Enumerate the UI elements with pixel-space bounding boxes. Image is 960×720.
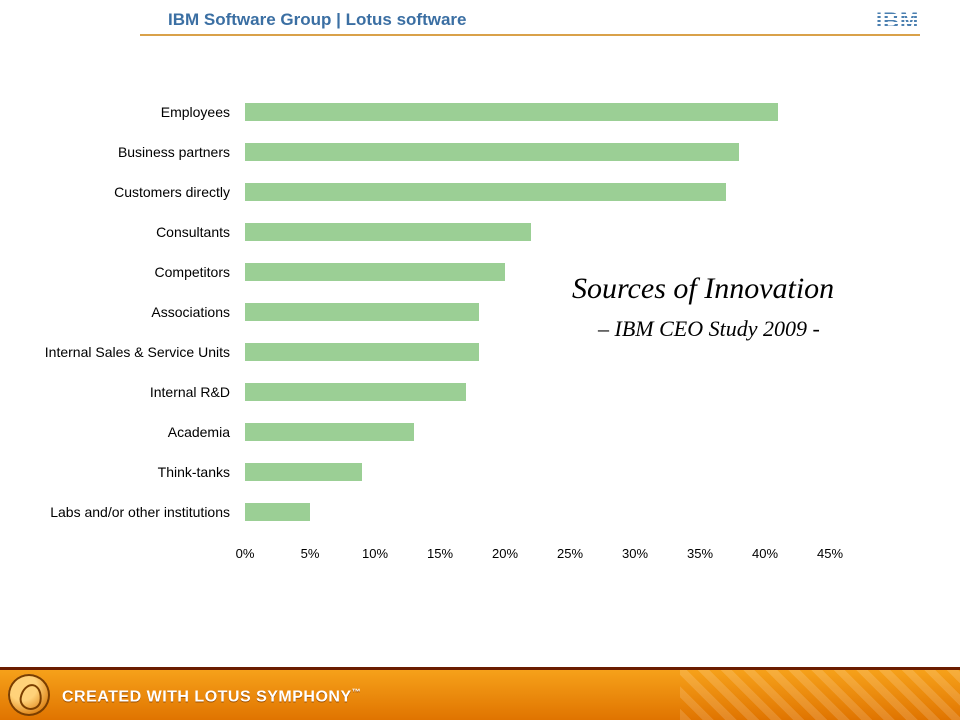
header: IBM Software Group | Lotus software IBM [0,0,960,40]
bar [245,263,505,281]
chart-annotation-subtitle: – IBM CEO Study 2009 - [598,316,820,342]
bar [245,143,739,161]
x-tick: 35% [687,546,713,561]
bar-label: Customers directly [30,180,230,204]
bar-row: Labs and/or other institutions [60,500,900,524]
x-tick: 25% [557,546,583,561]
bar-label: Think-tanks [30,460,230,484]
bar [245,103,778,121]
slide-root: IBM Software Group | Lotus software IBM … [0,0,960,720]
chart-annotation-title: Sources of Innovation [572,272,834,306]
footer-roundel-icon [8,674,50,716]
bar-label: Associations [30,300,230,324]
bar [245,303,479,321]
bar [245,183,726,201]
x-axis: 0%5%10%15%20%25%30%35%40%45% [245,546,870,566]
bar-row: Business partners [60,140,900,164]
x-tick: 20% [492,546,518,561]
x-tick: 0% [236,546,255,561]
x-tick: 5% [301,546,320,561]
footer-tm: ™ [352,687,362,697]
bar-label: Academia [30,420,230,444]
bar-row: Employees [60,100,900,124]
bar [245,463,362,481]
x-tick: 15% [427,546,453,561]
footer-text-prefix: CREATED WITH [62,688,194,705]
footer-pattern-icon [680,670,960,720]
bar [245,343,479,361]
bar-label: Internal Sales & Service Units [30,340,230,364]
bar-label: Business partners [30,140,230,164]
bar-label: Employees [30,100,230,124]
bar-row: Think-tanks [60,460,900,484]
bar [245,383,466,401]
bar-row: Consultants [60,220,900,244]
bar [245,223,531,241]
header-underline [140,34,920,36]
bar-row: Academia [60,420,900,444]
footer: CREATED WITH LOTUS SYMPHONY™ [0,670,960,720]
bar-label: Internal R&D [30,380,230,404]
x-tick: 40% [752,546,778,561]
bar-label: Competitors [30,260,230,284]
x-tick: 10% [362,546,388,561]
bar [245,503,310,521]
ibm-logo-icon: IBM [876,8,940,32]
footer-text: CREATED WITH LOTUS SYMPHONY™ [62,687,361,706]
x-tick: 30% [622,546,648,561]
x-tick: 45% [817,546,843,561]
bar-row: Customers directly [60,180,900,204]
bar-label: Labs and/or other institutions [30,500,230,524]
bar-row: Internal Sales & Service Units [60,340,900,364]
bar-row: Internal R&D [60,380,900,404]
header-title: IBM Software Group | Lotus software [168,10,467,30]
bar-label: Consultants [30,220,230,244]
footer-text-brand: LOTUS SYMPHONY [194,688,351,705]
bar [245,423,414,441]
